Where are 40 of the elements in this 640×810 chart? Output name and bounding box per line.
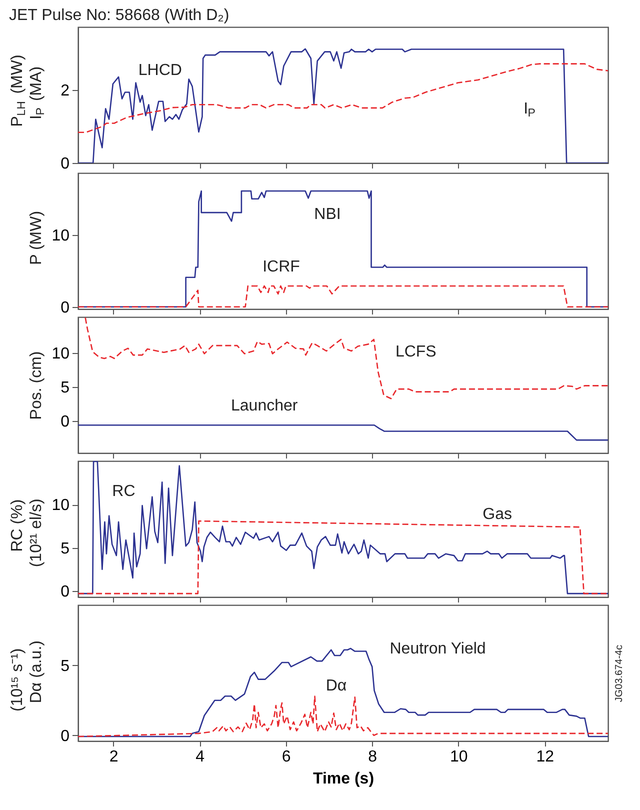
annotation: RC [112, 482, 136, 500]
x-tick-label: 6 [282, 748, 291, 766]
text: PLH (MW) IP (MA) [9, 54, 48, 127]
x-tick-label: 4 [196, 748, 205, 766]
y-axis-title: RC (%) (10²¹ el/s) [9, 498, 45, 568]
line-series [78, 424, 608, 441]
y-tick-label: 0 [60, 156, 70, 172]
y-tick-label: 0 [60, 583, 70, 600]
y-tick-label: 0 [60, 299, 70, 316]
annotation: Dα [326, 678, 347, 695]
y-tick-label: 10 [52, 227, 70, 244]
y-tick-label: 5 [60, 380, 70, 397]
y-tick-label: 5 [60, 540, 70, 558]
y-axis-title: (10¹⁵ s⁻¹) Dα (a.u.) [9, 640, 45, 712]
y-tick-label: 2 [60, 82, 70, 100]
annotation: Neutron Yield [390, 640, 486, 658]
text: JG03.674-4c [614, 644, 626, 702]
y-tick-label: 5 [60, 658, 70, 675]
annotation: Launcher [231, 397, 298, 414]
annotation: NBI [314, 206, 341, 224]
y-tick-label: 10 [52, 346, 70, 363]
y-tick-label: 0 [60, 728, 70, 745]
x-axis-title: Time (s) [312, 770, 374, 788]
annotation: LCFS [395, 344, 436, 361]
y-axis-title: P (MW) [28, 210, 45, 265]
x-tick-label: 8 [368, 748, 378, 766]
line-series [78, 285, 608, 308]
x-tick-label: 10 [450, 748, 468, 766]
y-tick-label: 0 [60, 414, 70, 431]
annotation: Gas [482, 506, 512, 524]
line-series [84, 317, 608, 400]
line-series [78, 696, 608, 738]
x-tick-label: 12 [536, 748, 554, 766]
y-axis-title: Pos. (cm) [28, 351, 45, 420]
chart-title: JET Pulse No: 58668 (With D₂) [9, 7, 230, 24]
annotation: ICRF [262, 258, 300, 276]
line-series [78, 63, 608, 134]
x-tick-label: 2 [109, 748, 118, 766]
y-tick-label: 10 [52, 497, 70, 514]
annotation: LHCD [138, 62, 182, 79]
